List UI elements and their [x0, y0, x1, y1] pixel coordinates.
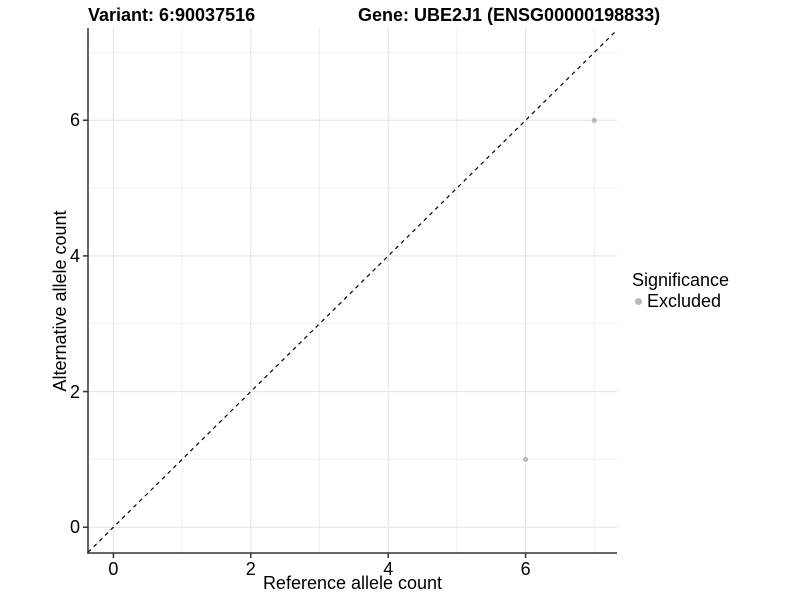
- plot-title-gene: Gene: UBE2J1 (ENSG00000198833): [358, 5, 661, 25]
- legend-item-excluded: Excluded: [632, 291, 729, 312]
- legend-title: Significance: [632, 270, 730, 290]
- y-tick-label: 6: [69, 110, 80, 131]
- plot-title-variant: Variant: 6:90037516: [88, 5, 256, 25]
- x-axis-title: Reference allele count: [262, 573, 443, 593]
- plot-area: [83, 28, 618, 558]
- legend: Significance Excluded: [632, 269, 729, 312]
- legend-item-label: Excluded: [647, 291, 722, 311]
- identity-dashed-line: [87, 29, 618, 553]
- y-axis-title: Alternative allele count: [50, 210, 70, 392]
- legend-point-icon: [635, 298, 642, 305]
- data-point: [523, 456, 529, 462]
- y-tick-label: 0: [69, 517, 80, 538]
- data-point: [591, 117, 597, 123]
